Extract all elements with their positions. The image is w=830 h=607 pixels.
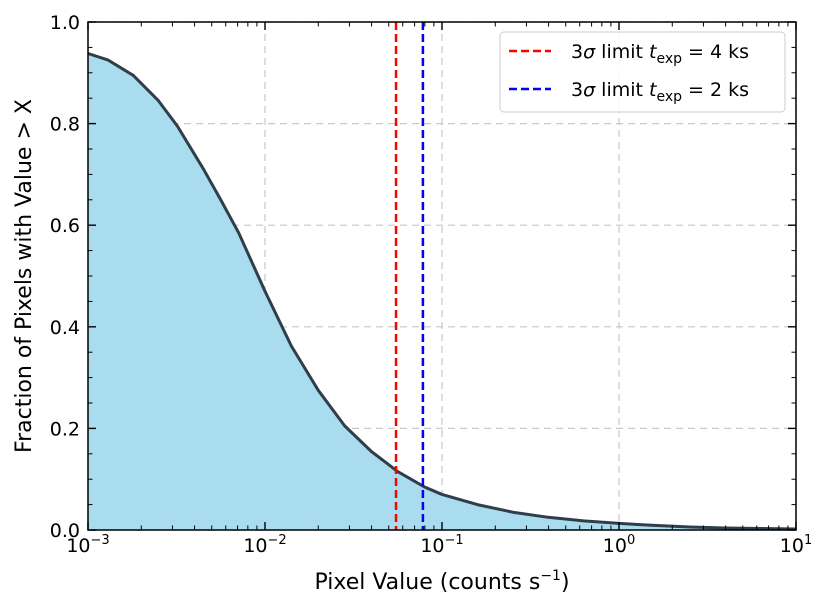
x-tick-labels: 10−3 10−2 10−1 100 101: [66, 533, 812, 557]
x-axis-label: Pixel Value (counts s−1): [314, 568, 569, 595]
y-tick-label: 0.4: [50, 317, 80, 339]
y-tick-label: 0.2: [50, 418, 80, 440]
ticks: [87, 21, 797, 531]
area-fill: [88, 53, 796, 530]
y-tick-label: 1.0: [50, 12, 80, 34]
x-tick-label: 10−3: [66, 533, 109, 557]
legend-box: [499, 31, 786, 113]
legend-entry-2ks: 3σ limit texp = 2 ks: [571, 79, 749, 105]
y-tick-labels: 0.0 0.2 0.4 0.6 0.8 1.0: [50, 12, 80, 542]
x-tick-label: 10−1: [420, 533, 463, 557]
threshold-lines: [394, 22, 425, 530]
y-tick-label: 0.6: [50, 215, 80, 237]
x-tick-label: 100: [603, 533, 635, 557]
y-tick-label: 0.0: [50, 520, 80, 542]
legend-entry-4ks: 3σ limit texp = 4 ks: [571, 41, 749, 67]
legend: 3σ limit texp = 4 ks 3σ limit texp = 2 k…: [499, 31, 786, 113]
x-tick-label: 101: [780, 533, 812, 557]
x-tick-label: 10−2: [243, 533, 286, 557]
series-line: [87, 52, 797, 531]
y-axis-label: Fraction of Pixels with Value > X: [12, 99, 37, 453]
y-tick-label: 0.8: [50, 114, 80, 136]
